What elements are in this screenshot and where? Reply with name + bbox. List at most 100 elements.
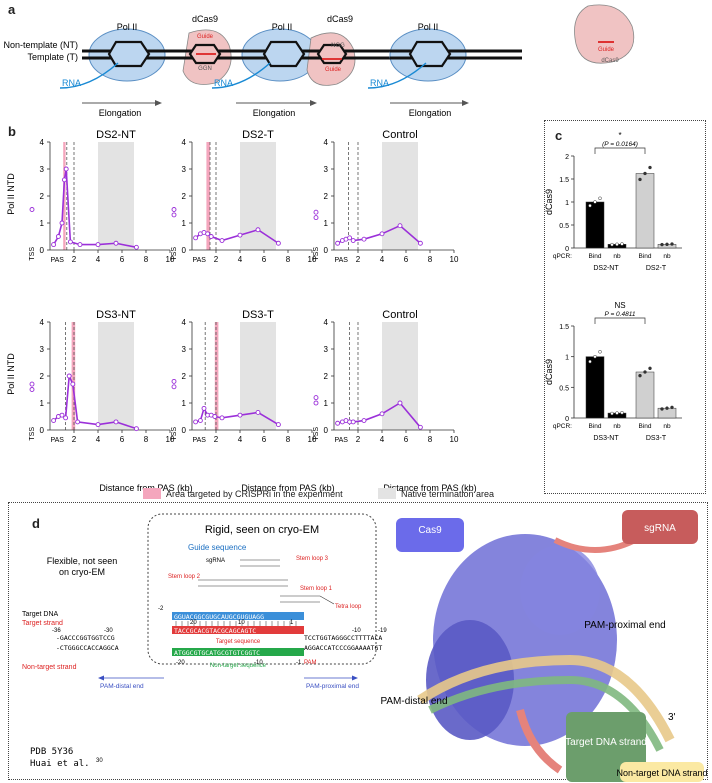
pam-proximal-label: PAM-proximal end [306, 683, 359, 690]
y-tick-label: 0 [565, 416, 569, 423]
chart-title: DS2-T [242, 129, 274, 141]
polii-label-3: Pol II [418, 22, 439, 32]
data-point [397, 223, 403, 229]
target-dna-label: Target DNA [22, 611, 59, 618]
panel-a-diagram: Non-template (NT) Template (T) Pol II dC… [3, 4, 635, 118]
x-tick-label: 4 [96, 255, 101, 264]
data-point [237, 232, 243, 238]
x-tick-label: 8 [144, 435, 149, 444]
x-tick-label: 10 [308, 435, 317, 444]
label-template: Template (T) [27, 52, 78, 62]
citation-label: Huai et al. [30, 759, 90, 769]
panel-label-a: a [8, 2, 16, 17]
y-tick-label: 1 [324, 219, 329, 228]
x-tick-label: 6 [262, 255, 267, 264]
dcas9-label-1: dCas9 [192, 14, 218, 24]
legend-grey-swatch [378, 488, 396, 499]
y-tick-label: 4 [40, 318, 45, 327]
x-tick-label: 4 [238, 435, 243, 444]
x-tick-label: 6 [120, 255, 125, 264]
data-point [66, 373, 72, 379]
replicate-point [648, 165, 652, 170]
num-m10: -10 [254, 660, 263, 666]
y-tick-label: 2 [40, 192, 45, 201]
tss-point [29, 387, 35, 392]
y-tick-label: 1.5 [559, 324, 569, 331]
tss-label: TSS [29, 427, 36, 441]
data-point [417, 424, 423, 430]
num-p10b: -10 [352, 628, 361, 634]
y-label: dCas9 [544, 359, 554, 385]
replicate-point [643, 171, 647, 176]
replicate-point [620, 410, 624, 415]
y-tick-label: 0 [40, 426, 45, 435]
y-tick-label: 4 [324, 138, 329, 147]
seq-guide-text: GGUACGGCGUGCAUGCGUGUAGG [174, 613, 264, 621]
guide-label-3: Guide [598, 47, 615, 53]
x-tick-label: 8 [286, 255, 291, 264]
bar-category-label: Bind [588, 253, 601, 260]
pdb-label: PDB 5Y36 [30, 747, 73, 757]
seq-target-text: TACCGCACGTACGCAGCAGTC [174, 627, 256, 635]
x-tick-label: 10 [450, 255, 459, 264]
replicate-point [615, 411, 619, 415]
data-point [59, 412, 65, 418]
sig-star: * [618, 131, 621, 140]
stem1-label: Stem loop 1 [300, 586, 333, 592]
replicate-point [638, 177, 642, 182]
sgrna-label: sgRNA [206, 558, 225, 564]
polii-label-1: Pol II [117, 22, 138, 32]
panel-c-charts: 0 0.5 1 1.5 2 dCas9 Bind nb Bind nb qPCR: DS2-NT DS2… [544, 131, 682, 442]
struct-pam-proximal-1: PAM-proximal end [584, 620, 666, 631]
seq-left-bot: -CTGGGCCACCAGGCA [56, 644, 119, 652]
data-point [70, 381, 76, 387]
data-point [67, 239, 73, 245]
target-strand-box-label: Target DNA strand [565, 737, 647, 748]
ngg-label: NGG [331, 43, 345, 49]
data-point [63, 166, 69, 172]
y-tick-label: 1 [565, 355, 569, 362]
dcas9-shape-3 [574, 4, 635, 64]
nontarget-seq-label: Non-target sequence [210, 663, 267, 669]
y-tick-label: 4 [182, 318, 187, 327]
tss-label: TSS [313, 427, 320, 441]
pink-band [71, 322, 76, 430]
num-m1: -1 [296, 660, 302, 666]
data-point [193, 419, 199, 425]
pas-label: PAS [334, 437, 348, 444]
x-tick-label: 4 [380, 435, 385, 444]
tss-label: TSS [29, 247, 36, 261]
guide-label-2: Guide [325, 67, 342, 73]
data-point [95, 422, 101, 428]
qpcr-label: qPCR: [553, 253, 572, 260]
cas9-box-label: Cas9 [418, 525, 442, 536]
stem2-label: Stem loop 2 [168, 574, 201, 580]
y-tick-label: 4 [40, 138, 45, 147]
data-point [417, 240, 423, 246]
x-tick-label: 2 [214, 435, 219, 444]
target-seq-bar [172, 626, 304, 634]
line-chart-2: 0 1 2 3 4 2 4 6 8 10 PAS TSS DS2-T [171, 129, 317, 264]
y-tick-label: 2 [40, 372, 45, 381]
seq-right-top: TCCTGGTAGGGCCTTTTACA [304, 634, 382, 642]
pink-band [214, 322, 219, 430]
pas-label: PAS [334, 257, 348, 264]
data-point [77, 242, 83, 248]
y-tick-label: 1 [182, 399, 187, 408]
bar-category-label: Bind [638, 423, 651, 430]
nontarget-seq-bar [172, 648, 304, 656]
rigid-label: Rigid, seen on cryo-EM [205, 524, 319, 536]
replicate-point [588, 203, 592, 208]
data-point [347, 235, 353, 241]
data-point [193, 235, 199, 241]
data-point [51, 418, 57, 423]
data-point [51, 242, 57, 248]
bar-category-label: Bind [638, 253, 651, 260]
group-label: DS2-T [646, 265, 667, 272]
y-tick-label: 4 [182, 138, 187, 147]
x-tick-label: 10 [166, 255, 175, 264]
data-point [133, 426, 139, 432]
x-tick-label: 6 [262, 435, 267, 444]
y-tick-label: 0.5 [559, 223, 569, 230]
x-tick-label: 6 [120, 435, 125, 444]
